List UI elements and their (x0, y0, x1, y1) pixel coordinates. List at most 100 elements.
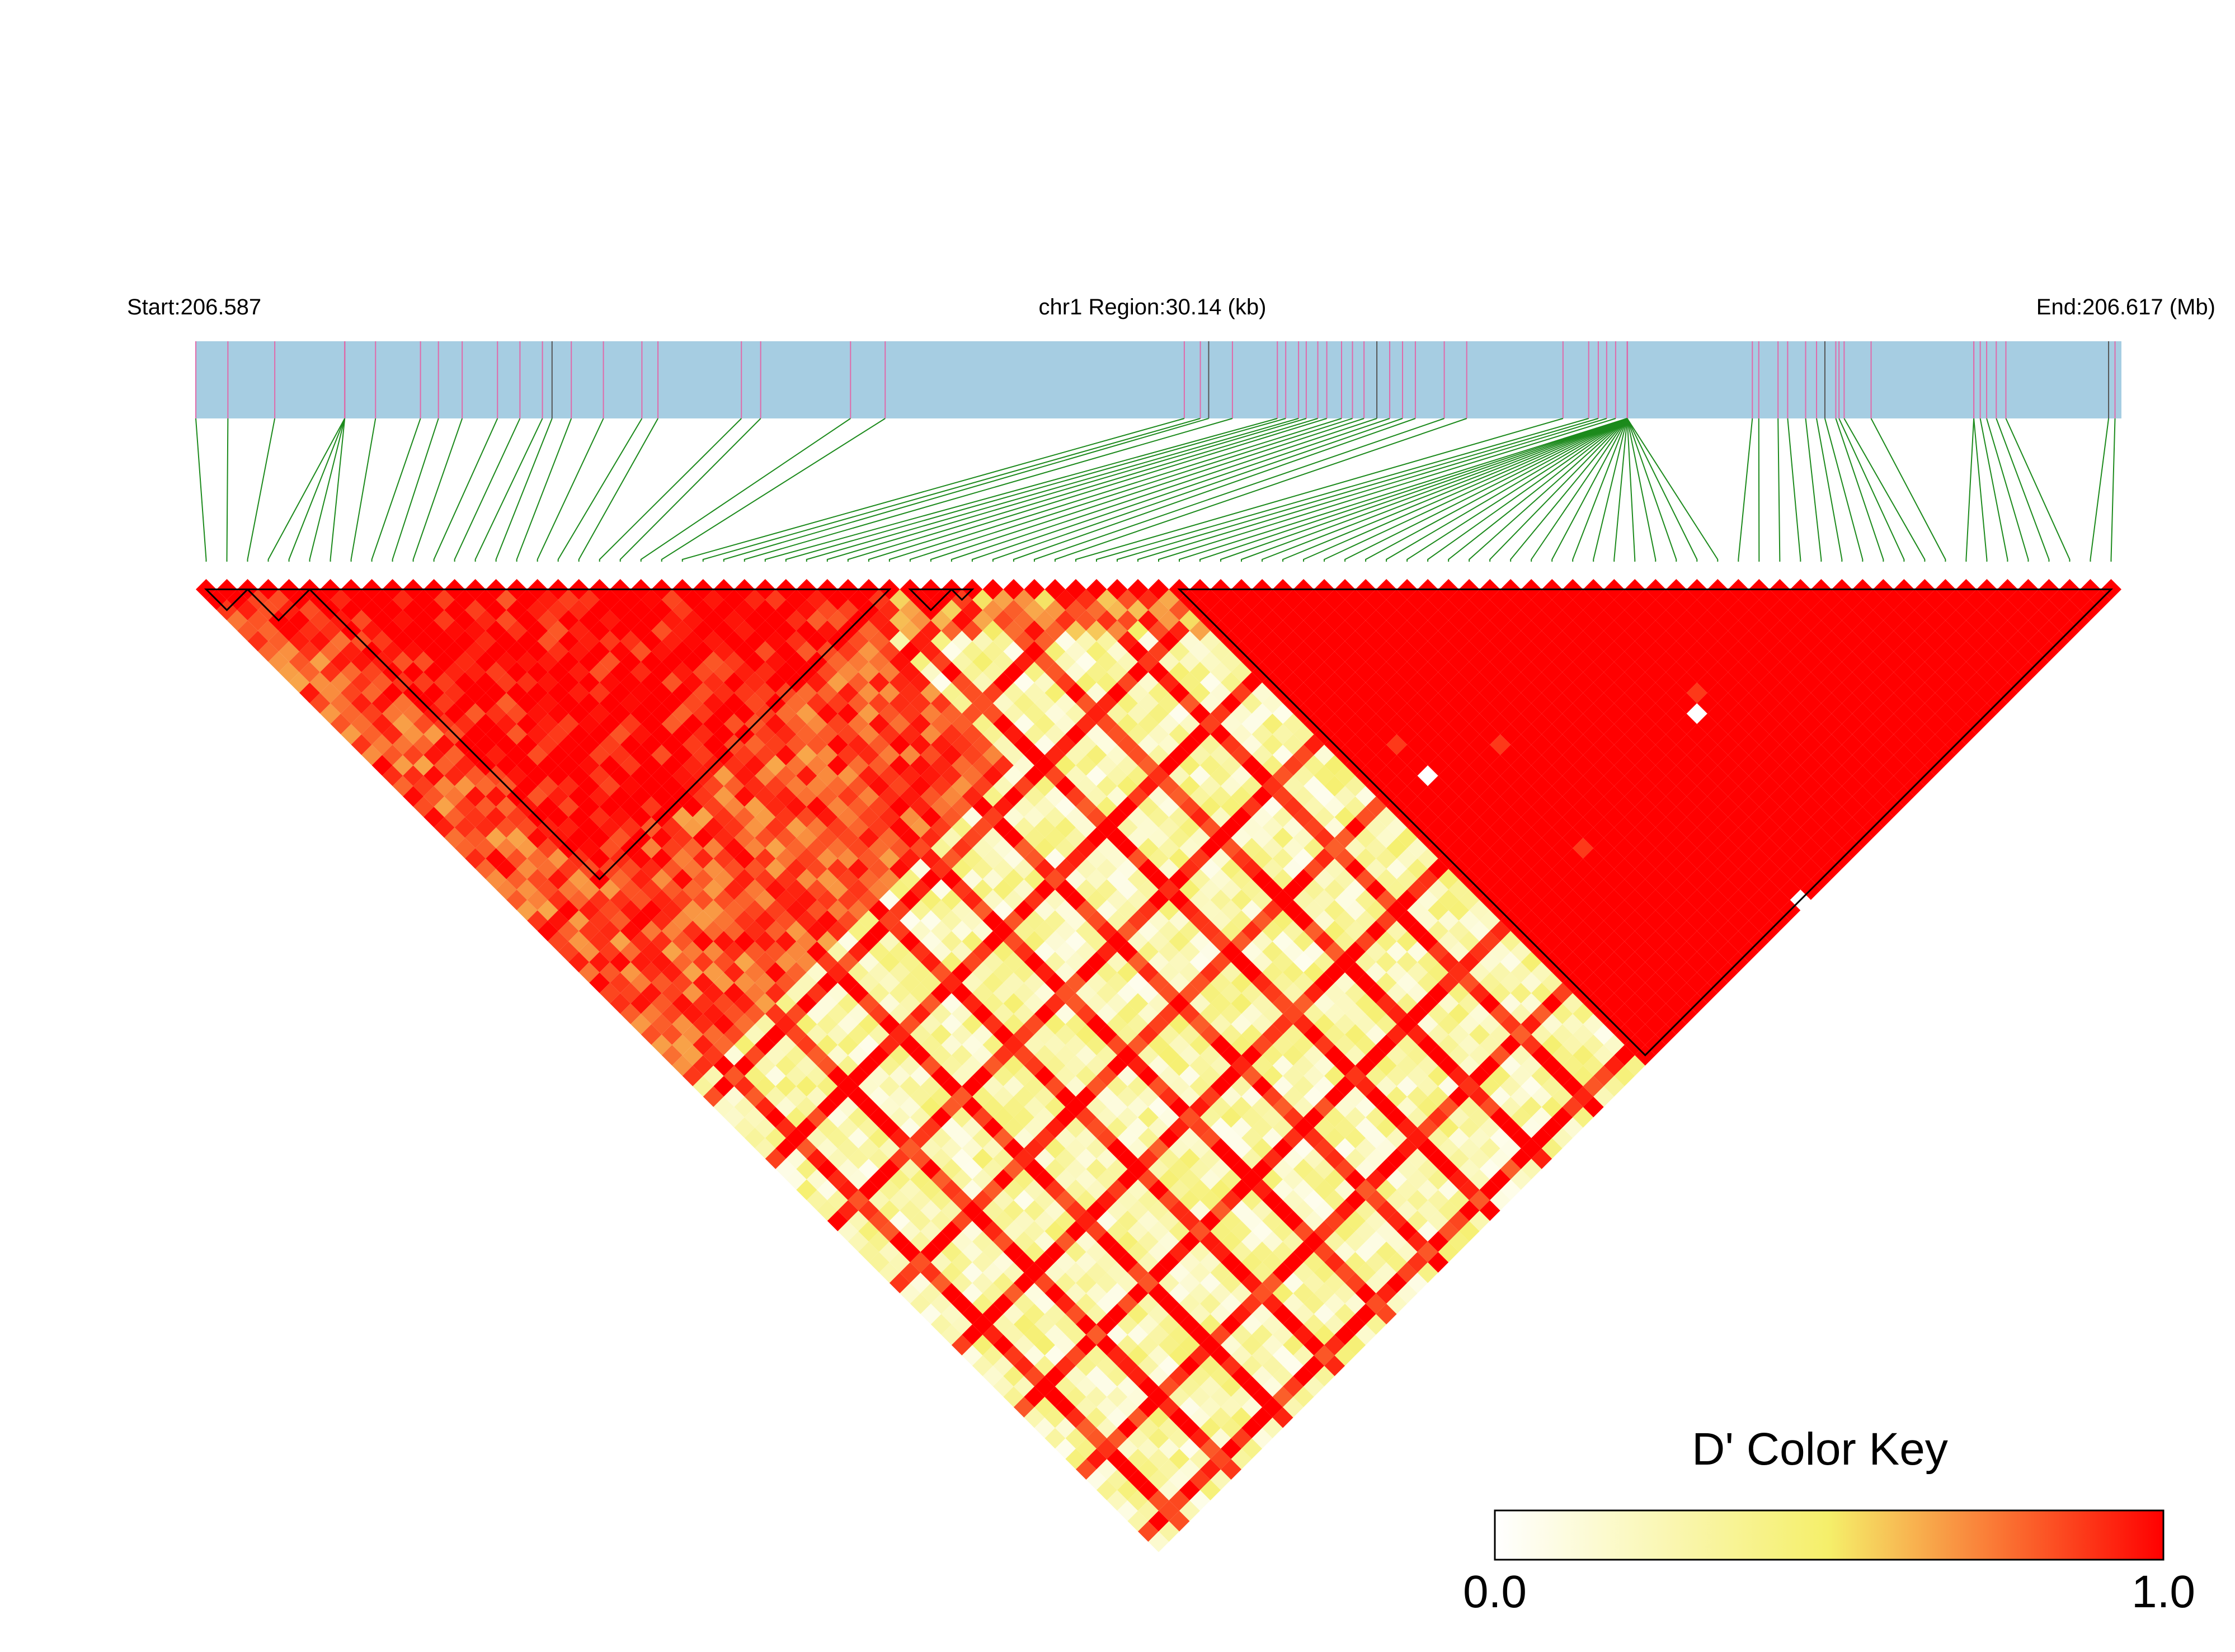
ld-cell (558, 693, 579, 714)
ld-cell (1386, 1148, 1408, 1169)
snp-connector (971, 418, 1390, 562)
ld-cell (558, 589, 579, 610)
ld-cell (785, 1044, 807, 1066)
snp-connector (1095, 418, 1589, 562)
snp-connector (1979, 418, 2008, 562)
snp-connector (350, 418, 377, 562)
ld-cell (1024, 703, 1045, 724)
snp-connector (1054, 418, 1467, 562)
snp-connector (1843, 418, 1926, 562)
snp-connector (1824, 418, 1864, 562)
ld-cell (1386, 610, 1408, 631)
color-key-max-label: 1.0 (2132, 1566, 2195, 1617)
ld-cell (1386, 879, 1408, 900)
snp-connector (1973, 418, 1988, 562)
ld-cell (1386, 1169, 1408, 1190)
snp-connector (1303, 418, 1627, 562)
ld-cell (1862, 651, 1884, 672)
color-key-min-label: 0.0 (1463, 1566, 1527, 1617)
color-key-title: D' Color Key (1692, 1424, 1948, 1475)
snp-connector (619, 418, 761, 562)
ld-cell (1386, 837, 1408, 859)
ld-cell (558, 672, 579, 693)
snp-connector (1241, 418, 1627, 562)
ld-cell (785, 693, 807, 714)
ld-cell (785, 1065, 807, 1086)
ld-cell (785, 879, 807, 900)
ld-cell (558, 610, 579, 631)
ld-cell (1386, 941, 1408, 962)
snp-connector (392, 418, 439, 562)
snp-connector (1835, 418, 1884, 562)
snp-connector (806, 418, 1299, 562)
ld-cell (1024, 993, 1045, 1014)
ld-cell (1386, 817, 1408, 838)
snp-connector (1158, 418, 1616, 562)
ld-cell (486, 786, 507, 807)
ld-cell (1386, 1044, 1408, 1066)
ld-cell (1024, 1076, 1045, 1097)
ld-cell (558, 879, 579, 900)
ld-cell (1862, 589, 1884, 610)
snp-connector (412, 418, 463, 562)
ld-cell (361, 662, 383, 683)
ld-cell (1024, 1055, 1045, 1076)
ld-cell (1862, 672, 1884, 693)
ld-cell (1024, 683, 1045, 704)
snp-connector (785, 418, 1286, 562)
ld-block-outline (949, 589, 975, 601)
snp-connector (1033, 418, 1444, 562)
ld-cell (1024, 600, 1045, 621)
ld-cell (785, 610, 807, 631)
snp-connector (267, 418, 346, 562)
snp-connector (195, 418, 207, 562)
snp-connector (1324, 418, 1627, 562)
ld-cell (1386, 1189, 1408, 1211)
ld-cell (785, 817, 807, 838)
ld-cell (558, 796, 579, 817)
ld-cell (1386, 1251, 1408, 1273)
ld-cell (1024, 1283, 1045, 1304)
snp-connector (1593, 418, 1628, 562)
snp-connector (702, 418, 1201, 562)
ld-cell (1024, 931, 1045, 952)
snp-connector (1116, 418, 1599, 562)
snp-connector (1510, 418, 1628, 562)
ld-cell (1024, 662, 1045, 683)
snp-connector (1626, 418, 1698, 562)
snp-connector (454, 418, 521, 562)
ld-cell (785, 962, 807, 983)
region-start-label: Start:206.587 (127, 295, 261, 319)
ld-block-outline (908, 589, 954, 611)
snp-connector (578, 418, 658, 562)
snp-connector (1282, 418, 1627, 562)
snp-connector (1838, 418, 1905, 562)
snp-connector (661, 418, 886, 562)
ld-cell (1386, 1272, 1408, 1293)
ld-cell (1386, 1086, 1408, 1107)
snp-connector (247, 418, 276, 562)
region-center-label: chr1 Region:30.14 (kb) (1039, 295, 1267, 319)
snp-connector (495, 418, 553, 562)
ld-cell (785, 1086, 807, 1107)
ld-cell (486, 600, 507, 621)
snp-connector (1344, 418, 1628, 562)
ld-cell (361, 620, 383, 642)
ld-cell (1024, 724, 1045, 745)
snp-connector (1489, 418, 1628, 562)
snp-connector (1551, 418, 1628, 562)
ld-cell (558, 941, 579, 962)
ld-cell (785, 1024, 807, 1045)
ld-cell (785, 900, 807, 921)
ld-cell (1862, 796, 1884, 817)
snp-connector (1137, 418, 1607, 562)
snp-connector (1427, 418, 1628, 562)
ld-block-outline (307, 589, 892, 881)
ld-cell (1386, 1231, 1408, 1252)
snp-connector (226, 418, 229, 562)
ld-cell (785, 982, 807, 1004)
ld-cell (1386, 651, 1408, 672)
ld-cell (1024, 1262, 1045, 1283)
ld-cell (486, 848, 507, 869)
ld-cell (785, 734, 807, 755)
